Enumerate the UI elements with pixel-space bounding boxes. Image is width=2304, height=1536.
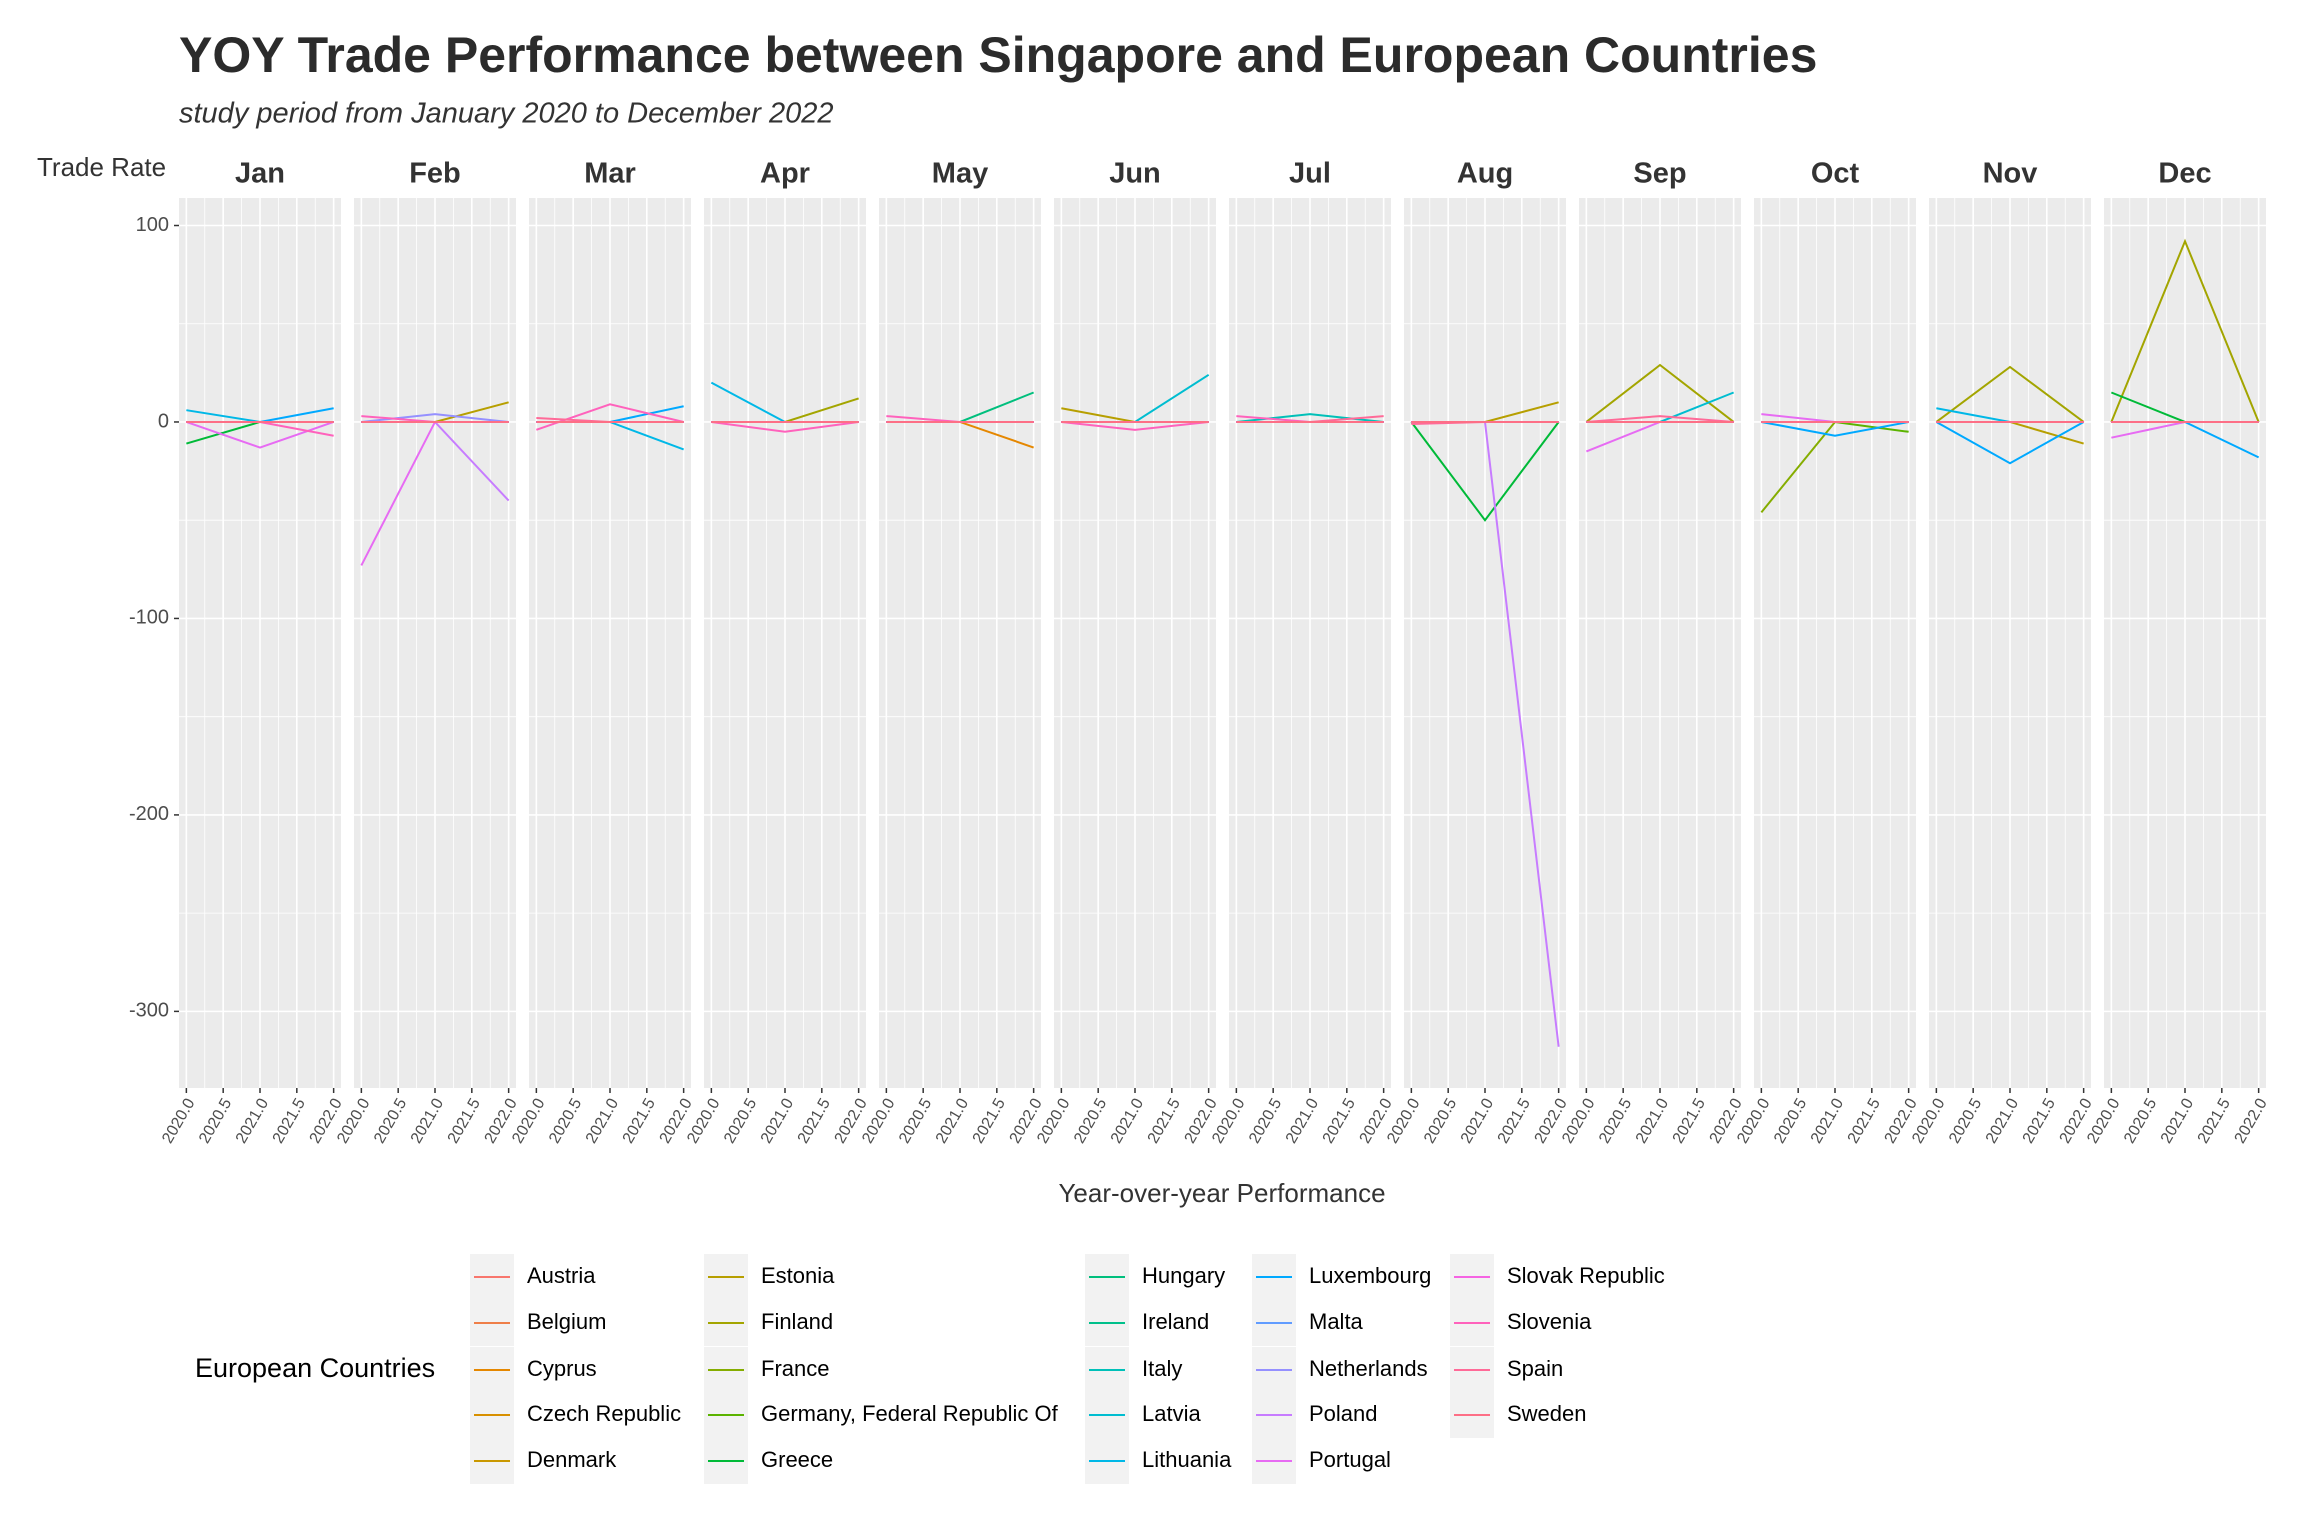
x-tick-label: 2021.5 xyxy=(270,1096,309,1147)
x-tick-label: 2020.5 xyxy=(1596,1096,1635,1147)
chart-subtitle: study period from January 2020 to Decemb… xyxy=(179,98,833,130)
legend-title: European Countries xyxy=(195,1353,435,1383)
x-tick-label: 2021.0 xyxy=(1283,1096,1322,1147)
series-line xyxy=(1236,413,1384,423)
x-tick-label: 2020.5 xyxy=(196,1096,235,1147)
x-tick-label: 2021.5 xyxy=(1145,1096,1184,1147)
legend-label: Austria xyxy=(527,1263,596,1288)
x-tick-label: 2021.0 xyxy=(1983,1096,2022,1147)
y-tick-label: 0 xyxy=(158,410,169,432)
x-tick-label: 2020.5 xyxy=(1421,1096,1460,1147)
x-tick-label: 2021.0 xyxy=(1108,1096,1147,1147)
legend-label: Belgium xyxy=(527,1309,606,1334)
legend-label: Portugal xyxy=(1309,1447,1391,1472)
y-tick-label: -100 xyxy=(129,607,169,629)
x-axis-title: Year-over-year Performance xyxy=(1058,1178,1385,1208)
facet-label: Sep xyxy=(1633,158,1686,190)
legend-label: Sweden xyxy=(1507,1401,1587,1426)
legend-label: Estonia xyxy=(761,1263,835,1288)
x-tick-label: 2021.5 xyxy=(1845,1096,1884,1147)
x-tick-label: 2020.5 xyxy=(1246,1096,1285,1147)
x-tick-label: 2021.5 xyxy=(1495,1096,1534,1147)
facet-label: Nov xyxy=(1983,158,2038,190)
series-line xyxy=(1061,420,1209,431)
x-tick-label: 2020.5 xyxy=(371,1096,410,1147)
legend-label: Ireland xyxy=(1142,1309,1209,1334)
series-line xyxy=(2110,238,2260,423)
x-tick-label: 2021.0 xyxy=(583,1096,622,1147)
chart-title: YOY Trade Performance between Singapore … xyxy=(179,27,1817,83)
x-tick-label: 2021.5 xyxy=(2195,1096,2234,1147)
legend-label: Slovak Republic xyxy=(1507,1263,1665,1288)
legend-label: Malta xyxy=(1309,1309,1364,1334)
facet-label: Jan xyxy=(235,158,285,190)
y-tick-label: 100 xyxy=(136,214,169,236)
x-tick-label: 2021.5 xyxy=(445,1096,484,1147)
facet-label: Apr xyxy=(760,158,810,190)
legend-label: Hungary xyxy=(1142,1263,1225,1288)
x-tick-label: 2020.5 xyxy=(1946,1096,1985,1147)
y-axis-title: Trade Rate xyxy=(37,152,166,182)
facet-label: Oct xyxy=(1811,158,1860,190)
facet-label: Jul xyxy=(1289,158,1331,190)
x-tick-label: 2020.5 xyxy=(896,1096,935,1147)
facet-label: Dec xyxy=(2158,158,2211,190)
legend-label: Spain xyxy=(1507,1356,1563,1381)
legend-label: Netherlands xyxy=(1309,1356,1428,1381)
legend-label: Greece xyxy=(761,1447,833,1472)
x-tick-label: 2022.0 xyxy=(2232,1096,2271,1147)
x-tick-label: 2021.5 xyxy=(795,1096,834,1147)
facet-label: Mar xyxy=(584,158,636,190)
facet-label: May xyxy=(932,158,988,190)
x-tick-label: 2021.5 xyxy=(1670,1096,1709,1147)
x-tick-label: 2021.0 xyxy=(1458,1096,1497,1147)
x-tick-label: 2021.0 xyxy=(2158,1096,2197,1147)
x-tick-label: 2020.5 xyxy=(1771,1096,1810,1147)
facet-label: Feb xyxy=(409,158,461,190)
series-line xyxy=(1761,420,1909,437)
x-tick-label: 2021.0 xyxy=(408,1096,447,1147)
x-tick-label: 2021.5 xyxy=(970,1096,1009,1147)
series-line xyxy=(1410,421,1560,522)
x-tick-label: 2020.5 xyxy=(2121,1096,2160,1147)
series-line xyxy=(1935,365,2085,423)
x-tick-label: 2021.0 xyxy=(758,1096,797,1147)
y-tick-label: -200 xyxy=(129,803,169,825)
legend-label: Poland xyxy=(1309,1401,1378,1426)
x-tick-label: 2021.5 xyxy=(620,1096,659,1147)
series-line xyxy=(1935,421,2085,465)
x-tick-label: 2020.5 xyxy=(721,1096,760,1147)
legend-label: Cyprus xyxy=(527,1356,597,1381)
legend-label: Luxembourg xyxy=(1309,1263,1431,1288)
legend-label: Slovenia xyxy=(1507,1309,1592,1334)
facet-label: Aug xyxy=(1457,158,1513,190)
legend-label: Denmark xyxy=(527,1447,617,1472)
x-tick-label: 2021.0 xyxy=(1633,1096,1672,1147)
legend-label: Finland xyxy=(761,1309,833,1334)
x-tick-label: 2020.0 xyxy=(159,1096,198,1147)
x-tick-label: 2021.5 xyxy=(1320,1096,1359,1147)
series-line xyxy=(361,413,509,423)
y-tick-label: -300 xyxy=(129,1000,169,1022)
legend-label: Italy xyxy=(1142,1356,1182,1381)
series-line xyxy=(1586,415,1734,423)
series-line xyxy=(711,420,859,433)
legend-label: Germany, Federal Republic Of xyxy=(761,1401,1059,1426)
legend-label: Latvia xyxy=(1142,1401,1201,1426)
x-tick-label: 2020.5 xyxy=(1071,1096,1110,1147)
legend-label: Czech Republic xyxy=(527,1401,681,1426)
legend-label: Lithuania xyxy=(1142,1447,1232,1472)
x-tick-label: 2021.5 xyxy=(2020,1096,2059,1147)
facet-label: Jun xyxy=(1109,158,1161,190)
x-tick-label: 2021.0 xyxy=(1808,1096,1847,1147)
legend-label: France xyxy=(761,1356,829,1381)
x-tick-label: 2021.0 xyxy=(933,1096,972,1147)
x-tick-label: 2021.0 xyxy=(233,1096,272,1147)
x-tick-label: 2020.5 xyxy=(546,1096,585,1147)
